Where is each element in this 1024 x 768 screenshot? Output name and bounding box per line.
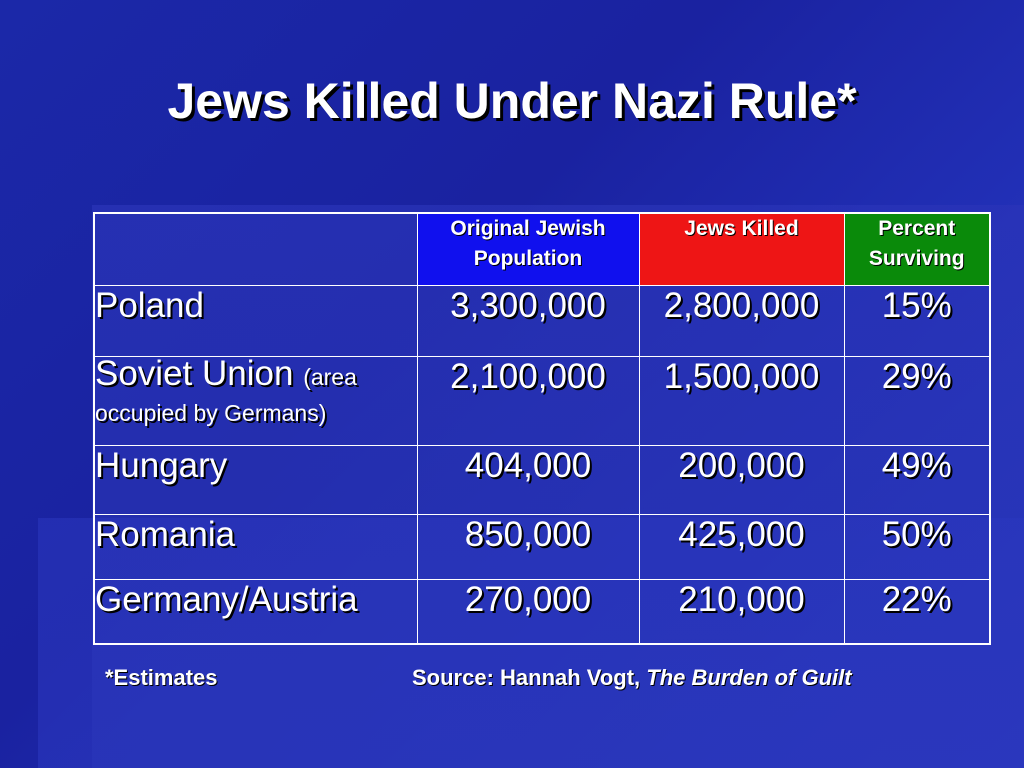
table-header-row: Original Jewish Population Jews Killed P… bbox=[93, 212, 991, 286]
data-table: Original Jewish Population Jews Killed P… bbox=[93, 212, 991, 645]
row-population: 270,000 bbox=[416, 578, 640, 645]
row-killed: 200,000 bbox=[638, 444, 845, 515]
row-surviving: 15% bbox=[843, 284, 991, 357]
table-row: Romania 850,000 425,000 50% bbox=[93, 513, 991, 580]
table-row: Soviet Union (area occupied by Germans) … bbox=[93, 353, 991, 446]
slide-title: Jews Killed Under Nazi Rule* bbox=[167, 73, 857, 129]
row-population: 850,000 bbox=[416, 513, 640, 580]
row-country: Soviet Union (area occupied by Germans) bbox=[93, 353, 418, 446]
country-name: Germany/Austria bbox=[95, 579, 358, 619]
header-jews-killed: Jews Killed bbox=[638, 212, 845, 286]
header-original-population: Original Jewish Population bbox=[416, 212, 640, 286]
country-note: (area bbox=[303, 363, 357, 390]
row-surviving: 22% bbox=[843, 578, 991, 645]
source-book-title: The Burden of Guilt bbox=[646, 665, 852, 690]
header-percent-surviving: Percent Surviving bbox=[843, 212, 991, 286]
country-name: Hungary bbox=[95, 445, 228, 485]
country-note-line2: occupied by Germans) bbox=[95, 399, 327, 426]
row-killed: 2,800,000 bbox=[638, 284, 845, 357]
row-killed: 1,500,000 bbox=[638, 355, 845, 446]
row-surviving: 50% bbox=[843, 513, 991, 580]
row-country: Poland bbox=[93, 284, 418, 357]
row-population: 3,300,000 bbox=[416, 284, 640, 357]
row-country: Hungary bbox=[93, 444, 418, 515]
table-row: Hungary 404,000 200,000 49% bbox=[93, 444, 991, 515]
row-killed: 425,000 bbox=[638, 513, 845, 580]
footnote-estimates: *Estimates bbox=[105, 665, 218, 690]
header-cell-blank bbox=[93, 212, 418, 286]
country-name: Soviet Union bbox=[95, 353, 294, 393]
row-country: Germany/Austria bbox=[93, 578, 418, 645]
source-prefix: Source: Hannah Vogt, bbox=[412, 665, 641, 690]
source-citation: Source: Hannah Vogt, The Burden of Guilt bbox=[412, 665, 852, 691]
row-population: 404,000 bbox=[416, 444, 640, 515]
row-surviving: 49% bbox=[843, 444, 991, 515]
row-surviving: 29% bbox=[843, 355, 991, 446]
row-country: Romania bbox=[93, 513, 418, 580]
table-row: Germany/Austria 270,000 210,000 22% bbox=[93, 578, 991, 645]
table-row: Poland 3,300,000 2,800,000 15% bbox=[93, 284, 991, 357]
row-killed: 210,000 bbox=[638, 578, 845, 645]
row-population: 2,100,000 bbox=[416, 355, 640, 446]
country-name: Romania bbox=[95, 514, 236, 554]
country-name: Poland bbox=[95, 285, 204, 325]
